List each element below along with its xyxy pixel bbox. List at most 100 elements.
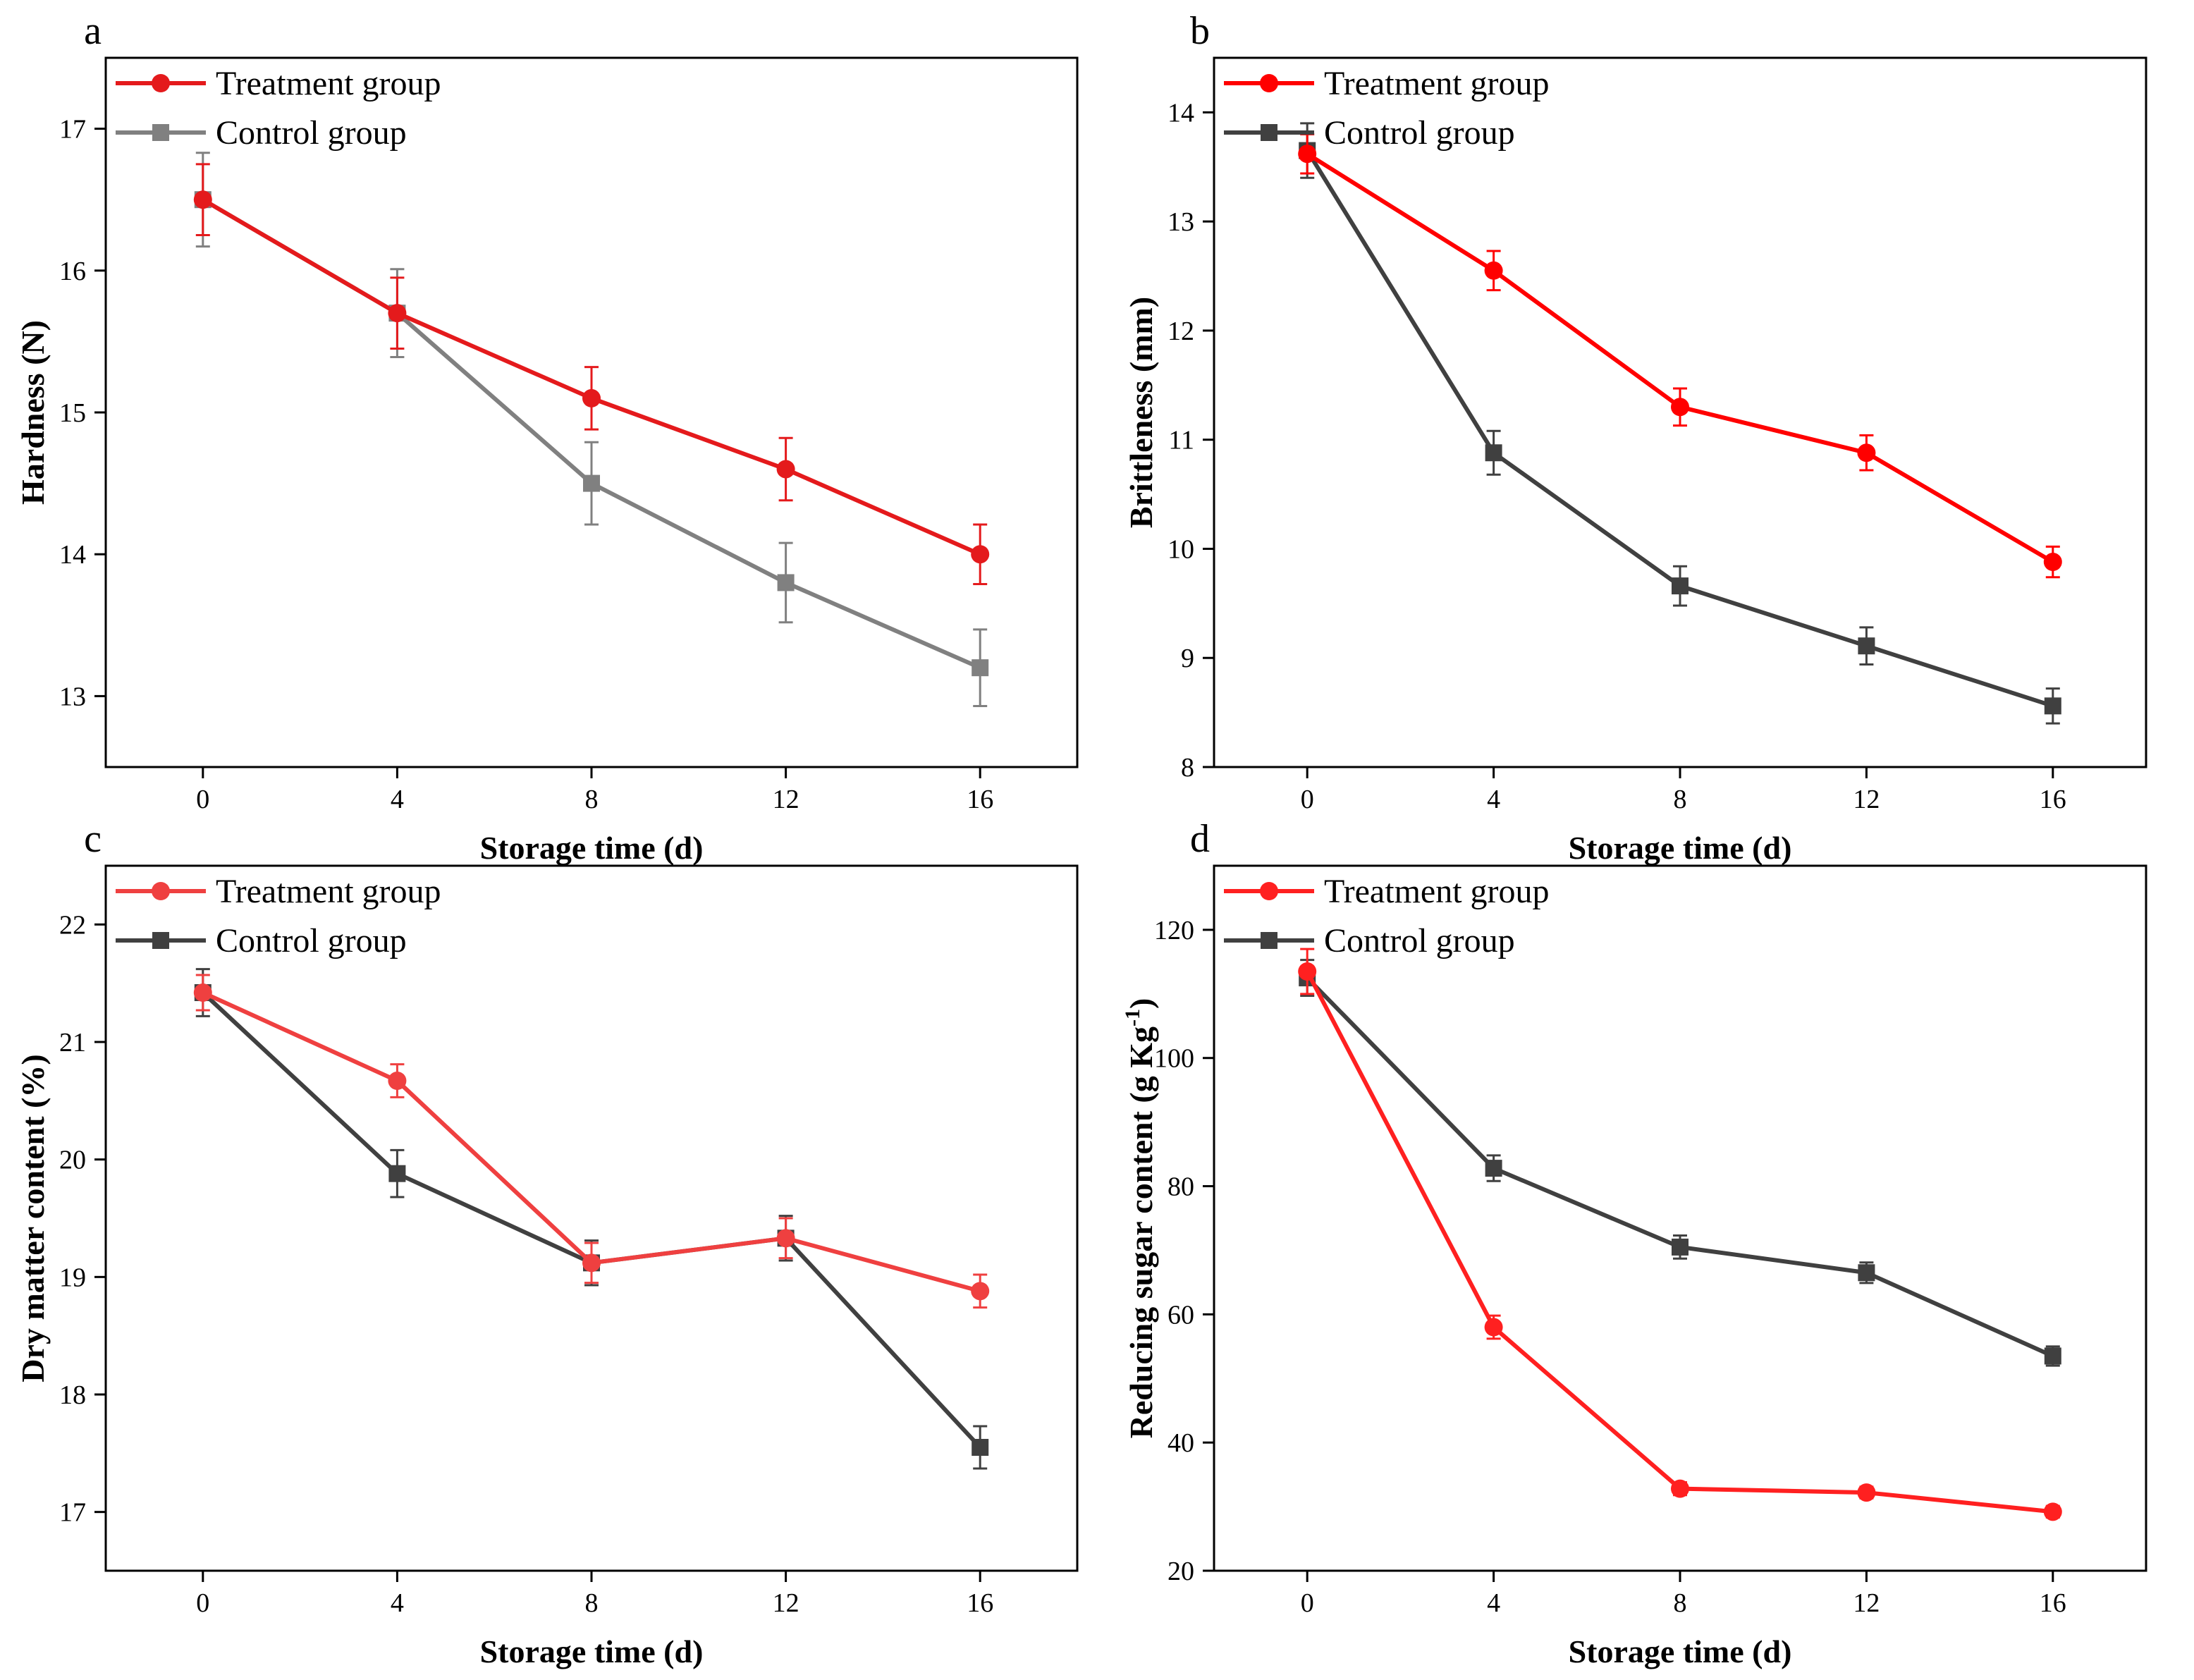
data-point xyxy=(2044,1347,2061,1365)
data-point xyxy=(1485,444,1502,462)
y-tick-label: 14 xyxy=(1168,98,1194,128)
chart-panel-a: a 0 4 8 12 16 13 14 15 16 17 Storage time (d) Hardne… xyxy=(15,9,1079,866)
y-axis-label-tail: ) xyxy=(1123,998,1159,1009)
y-tick-label: 22 xyxy=(59,910,86,940)
x-axis-label: Storage time (d) xyxy=(1569,1633,1792,1669)
y-tick-label: 19 xyxy=(59,1263,86,1292)
legend-label: Control group xyxy=(1324,114,1515,152)
x-axis-label: Storage time (d) xyxy=(1569,830,1792,866)
y-axis-label: Brittleness (mm) xyxy=(1123,297,1159,528)
x-tick-label: 4 xyxy=(1487,785,1500,814)
data-point xyxy=(1298,962,1317,981)
data-point xyxy=(1485,1160,1502,1177)
legend-marker xyxy=(152,74,170,92)
y-tick-label: 9 xyxy=(1181,644,1194,673)
data-point xyxy=(2043,1502,2062,1521)
series-line xyxy=(1306,152,2054,564)
legend-marker xyxy=(152,124,169,141)
x-tick-label: 4 xyxy=(391,1588,404,1618)
data-point xyxy=(193,190,212,209)
y-tick-label: 80 xyxy=(1168,1172,1194,1202)
y-tick-label: 10 xyxy=(1168,534,1194,564)
y-tick-label: 8 xyxy=(1181,753,1194,783)
series-treatment xyxy=(1298,948,2062,1521)
legend-label: Treatment group xyxy=(1324,873,1550,910)
y-axis-label: Hardness (N) xyxy=(15,320,51,505)
data-point xyxy=(1672,1238,1689,1256)
data-point xyxy=(971,545,990,564)
data-point xyxy=(1857,1483,1876,1502)
x-tick-label: 12 xyxy=(1853,785,1880,814)
x-tick-label: 0 xyxy=(196,1588,209,1618)
data-point xyxy=(1858,637,1875,655)
x-axis-label: Storage time (d) xyxy=(480,830,704,866)
data-point xyxy=(1858,1264,1875,1282)
data-point xyxy=(388,1072,407,1090)
legend-marker xyxy=(1261,124,1277,141)
panel-label: b xyxy=(1190,9,1210,53)
x-tick-label: 12 xyxy=(1853,1588,1880,1618)
data-point xyxy=(1672,577,1689,595)
legend-marker xyxy=(152,932,169,949)
y-tick-label: 11 xyxy=(1168,426,1194,455)
y-tick-label: 17 xyxy=(59,1498,86,1528)
chart-panel-d: d 0 4 8 12 16 20 40 60 80 100 120 Storage time (d) Re… xyxy=(1121,817,2147,1669)
data-point xyxy=(971,1282,990,1301)
x-tick-label: 0 xyxy=(1301,785,1314,814)
y-tick-label: 60 xyxy=(1168,1300,1194,1330)
data-point xyxy=(1671,1479,1689,1498)
y-tick-label: 17 xyxy=(59,115,86,145)
y-axis-label: Dry matter content (%) xyxy=(15,1054,51,1382)
legend-marker xyxy=(1260,74,1278,92)
chart-panel-c: c 0 4 8 12 16 17 18 19 20 21 22 Storage time (d) Dry … xyxy=(15,817,1079,1669)
legend-label: Treatment group xyxy=(216,65,441,102)
data-point xyxy=(582,388,601,407)
y-tick-label: 40 xyxy=(1168,1428,1194,1458)
panel-label: c xyxy=(84,817,102,861)
series-treatment xyxy=(193,974,990,1309)
series-line xyxy=(1306,976,2054,1359)
plot-frame xyxy=(1213,864,2147,1572)
legend-label: Control group xyxy=(1324,922,1515,959)
data-point xyxy=(972,1439,989,1456)
data-point xyxy=(2044,697,2061,715)
y-tick-label: 16 xyxy=(59,257,86,286)
y-tick-label: 100 xyxy=(1154,1044,1194,1074)
x-tick-label: 16 xyxy=(2040,1588,2066,1618)
y-axis-label-main: Hardness (N) xyxy=(15,320,51,505)
y-tick-label: 21 xyxy=(59,1028,86,1057)
data-point xyxy=(388,304,407,323)
x-tick-label: 16 xyxy=(967,1588,993,1618)
data-point xyxy=(972,659,989,677)
plot-frame xyxy=(104,864,1079,1572)
series-control xyxy=(1299,959,2061,1367)
legend-label: Treatment group xyxy=(216,873,441,910)
x-tick-label: 12 xyxy=(773,1588,799,1618)
y-tick-label: 14 xyxy=(59,540,86,570)
y-tick-label: 12 xyxy=(1168,317,1194,346)
panel-label: a xyxy=(84,9,102,53)
legend-label: Treatment group xyxy=(1324,65,1550,102)
y-tick-label: 15 xyxy=(59,398,86,428)
y-axis-label-main: Brittleness (mm) xyxy=(1123,297,1159,528)
data-point xyxy=(776,1229,795,1248)
data-point xyxy=(1857,443,1876,462)
y-tick-label: 20 xyxy=(1168,1557,1194,1586)
data-point xyxy=(1484,261,1503,280)
x-tick-label: 8 xyxy=(585,1588,599,1618)
data-point xyxy=(2043,553,2062,572)
data-point xyxy=(1298,145,1317,164)
x-tick-label: 4 xyxy=(1487,1588,1500,1618)
x-tick-label: 0 xyxy=(196,785,209,814)
legend: Treatment group Control group xyxy=(1224,65,1550,152)
y-tick-label: 13 xyxy=(59,682,86,711)
x-tick-label: 0 xyxy=(1301,1588,1314,1618)
chart-panel-b: b 0 4 8 12 16 8 9 10 11 12 13 14 Storage time (d) Brit… xyxy=(1123,9,2147,866)
data-point xyxy=(777,574,795,591)
legend: Treatment group Control group xyxy=(1224,873,1550,959)
x-axis-label: Storage time (d) xyxy=(480,1633,704,1669)
legend-marker xyxy=(1261,932,1277,949)
y-tick-label: 120 xyxy=(1154,916,1194,945)
x-tick-label: 8 xyxy=(1674,1588,1687,1618)
y-axis-label: Reducing sugar content (g Kg-1) xyxy=(1121,998,1159,1439)
